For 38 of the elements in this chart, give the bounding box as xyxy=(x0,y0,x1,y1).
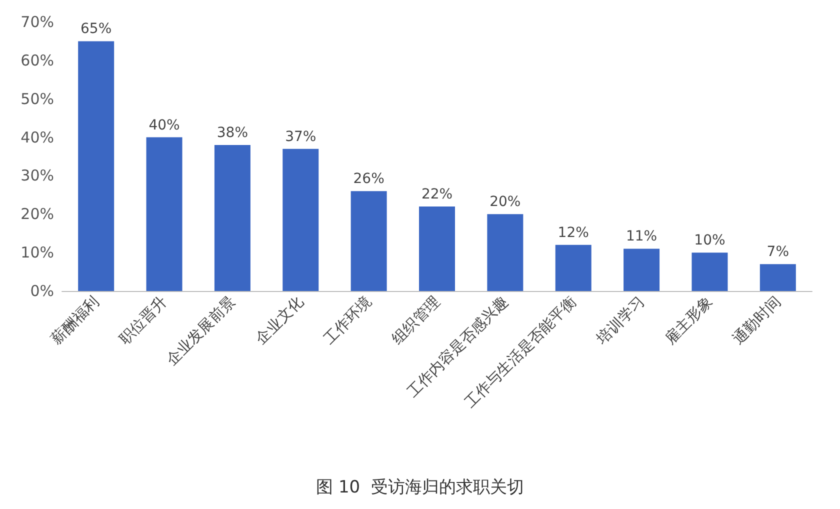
data-label: 10% xyxy=(694,232,726,249)
data-label: 65% xyxy=(80,21,112,38)
y-tick-label: 50% xyxy=(20,90,54,108)
x-tick-label: 企业文化 xyxy=(252,292,307,348)
x-tick-label: 职位晋升 xyxy=(115,292,171,348)
bar xyxy=(760,264,796,291)
text: 图 10 受访海归的求职关切 xyxy=(316,478,524,498)
bar xyxy=(692,252,728,291)
x-tick-label: 雇主形象 xyxy=(660,292,716,348)
x-tick-label: 通勤时间 xyxy=(729,292,784,348)
y-tick-label: 60% xyxy=(20,51,54,70)
data-label: 12% xyxy=(558,224,589,241)
bar xyxy=(487,214,524,291)
x-tick-label: 培训学习 xyxy=(592,292,648,348)
bar xyxy=(624,248,660,291)
data-label: 38% xyxy=(216,124,248,141)
bar xyxy=(555,244,592,291)
data-label: 7% xyxy=(766,244,790,260)
data-label: 20% xyxy=(490,194,521,210)
bar xyxy=(419,206,455,291)
data-label: 22% xyxy=(421,186,453,202)
data-label: 37% xyxy=(285,128,316,145)
x-tick-label: 工作环境 xyxy=(320,292,376,348)
y-tick-label: 30% xyxy=(20,166,54,185)
bar xyxy=(78,41,114,291)
x-tick-label: 组织管理 xyxy=(388,292,444,348)
y-tick-label: 40% xyxy=(20,128,54,146)
y-tick-label: 20% xyxy=(20,205,54,224)
y-tick-label: 10% xyxy=(20,244,54,262)
y-tick-label: 0% xyxy=(30,282,54,300)
bar xyxy=(350,191,387,291)
y-tick-label: 70% xyxy=(20,13,54,31)
data-label: 40% xyxy=(148,117,180,134)
bar xyxy=(214,144,250,291)
data-label: 11% xyxy=(626,228,658,245)
bar xyxy=(146,137,182,291)
data-label: 26% xyxy=(353,171,384,188)
bar xyxy=(282,148,319,291)
